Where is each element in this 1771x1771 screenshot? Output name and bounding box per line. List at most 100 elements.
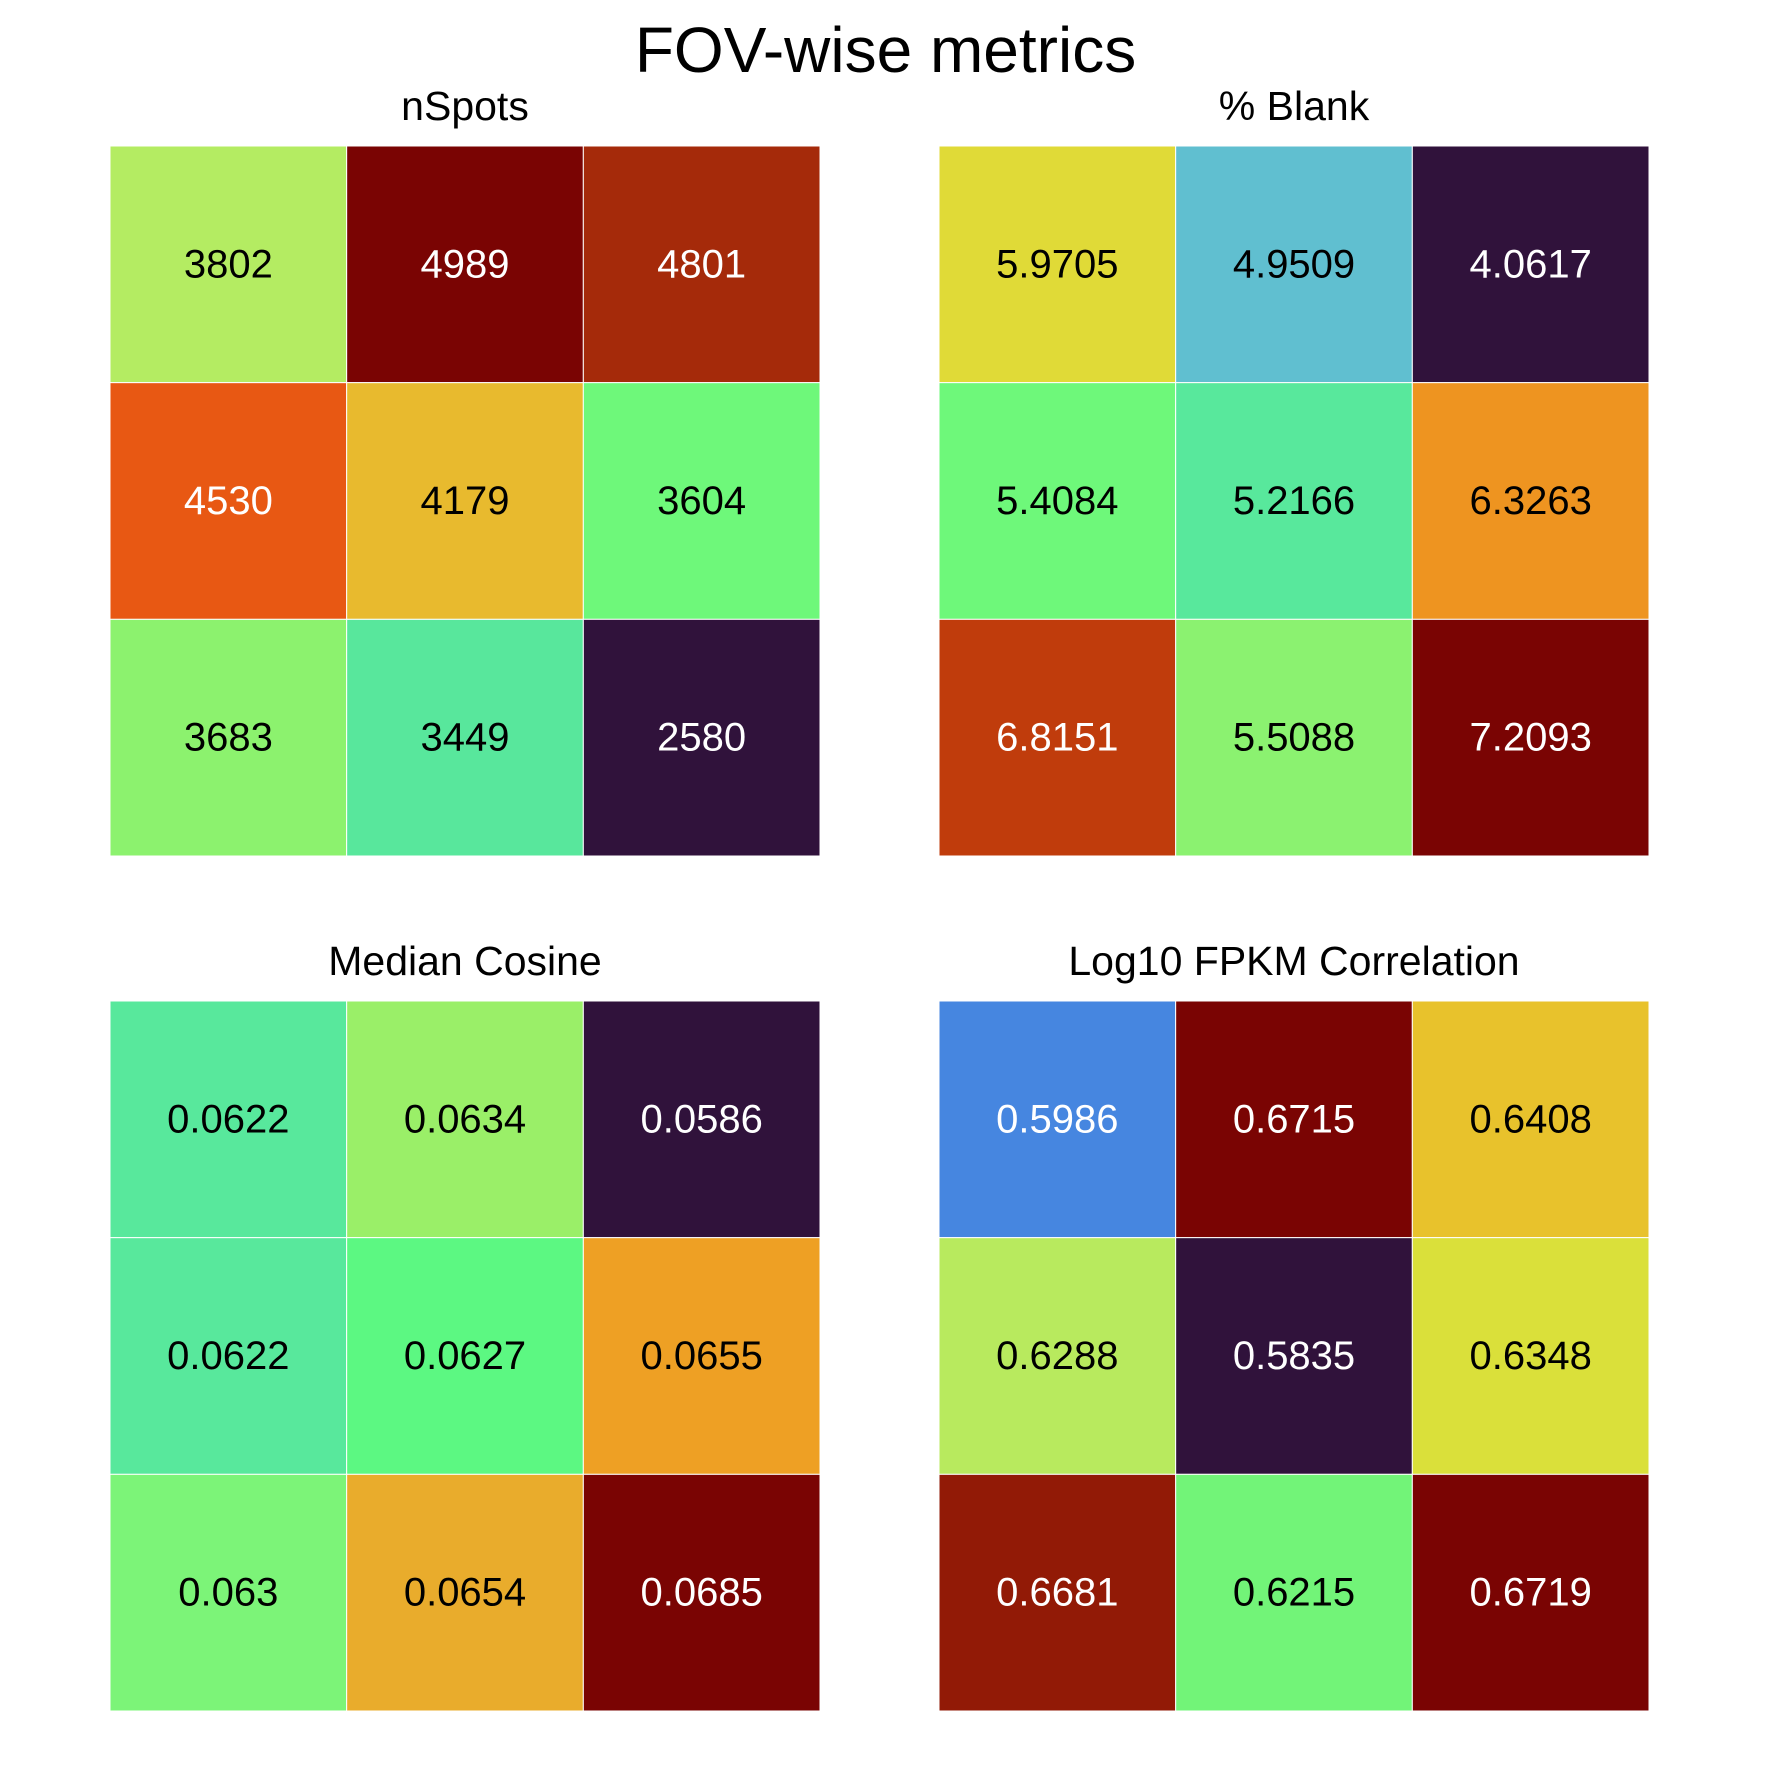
heatmap-cell-rect <box>938 1473 1177 1712</box>
heatmap-cell-rect <box>1175 618 1413 857</box>
heatmap-cell: 4801 <box>582 145 821 384</box>
heatmap-cell: 0.063 <box>109 1473 348 1712</box>
heatmap-cell-label: 0.0655 <box>640 1334 762 1378</box>
heatmap-cell: 4.9509 <box>1175 145 1413 384</box>
heatmap-cell: 3683 <box>109 618 348 857</box>
heatmap-cell-rect <box>938 382 1177 620</box>
heatmap-cell-rect <box>109 145 348 384</box>
heatmap-cell: 0.0622 <box>109 1237 348 1475</box>
heatmap-cell-label: 0.6288 <box>996 1334 1118 1378</box>
heatmap-cell-rect <box>1411 382 1650 620</box>
panel-title-percent-blank: % Blank <box>1218 83 1370 129</box>
heatmap-cell-label: 3449 <box>421 716 510 760</box>
heatmap-cell: 3449 <box>346 618 584 857</box>
heatmap-cell-label: 2580 <box>657 716 746 760</box>
heatmap-cell-rect <box>346 1000 584 1239</box>
heatmap-cell-label: 0.6715 <box>1233 1097 1355 1141</box>
heatmap-cell-rect <box>938 145 1177 384</box>
heatmap-cell-label: 5.2166 <box>1233 479 1355 523</box>
heatmap-cell-label: 4530 <box>184 479 273 523</box>
heatmap-cell-rect <box>582 618 821 857</box>
heatmap-cell-rect <box>1411 1237 1650 1475</box>
heatmap-cell-rect <box>582 1473 821 1712</box>
heatmap-cell: 0.0655 <box>582 1237 821 1475</box>
heatmap-cell: 0.5835 <box>1175 1237 1413 1475</box>
heatmap-cell: 0.6408 <box>1411 1000 1650 1239</box>
heatmap-cell: 0.0586 <box>582 1000 821 1239</box>
heatmap-cell: 6.3263 <box>1411 382 1650 620</box>
heatmap-cell: 0.6215 <box>1175 1473 1413 1712</box>
heatmap-cell-label: 5.5088 <box>1233 716 1355 760</box>
panel-title-median-cosine: Median Cosine <box>328 938 602 984</box>
heatmap-cell-label: 0.6719 <box>1469 1571 1591 1615</box>
heatmap-cell-label: 0.0586 <box>640 1097 762 1141</box>
heatmap-cell-label: 3683 <box>184 716 273 760</box>
heatmap-cell: 0.0627 <box>346 1237 584 1475</box>
heatmap-cell: 0.0622 <box>109 1000 348 1239</box>
panel-percent-blank: % Blank 5.9705 4.9509 4.0617 5.4084 5.2166 6.… <box>938 83 1650 906</box>
heatmap-cell-rect <box>938 618 1177 857</box>
heatmap-cell-rect <box>346 618 584 857</box>
heatmap-cell: 0.6288 <box>938 1237 1177 1475</box>
heatmap-cell-rect <box>346 1237 584 1475</box>
heatmap-cell: 5.5088 <box>1175 618 1413 857</box>
heatmap-cell-rect <box>1411 618 1650 857</box>
heatmap-cell: 6.8151 <box>938 618 1177 857</box>
heatmap-cell-label: 0.6681 <box>996 1571 1118 1615</box>
heatmap-cell-rect <box>109 1473 348 1712</box>
heatmap-cell-rect <box>346 382 584 620</box>
heatmap-cell-label: 5.9705 <box>996 242 1118 286</box>
heatmap-cell-label: 4.9509 <box>1233 242 1355 286</box>
heatmap-cell-label: 0.0634 <box>404 1097 526 1141</box>
heatmap-cell: 0.6681 <box>938 1473 1177 1712</box>
heatmap-cell-label: 0.5986 <box>996 1097 1118 1141</box>
heatmap-cell-label: 0.6215 <box>1233 1571 1355 1615</box>
heatmap-cell: 4.0617 <box>1411 145 1650 384</box>
heatmap-cell-label: 4179 <box>421 479 510 523</box>
heatmap-cell: 0.0634 <box>346 1000 584 1239</box>
heatmap-cell-rect <box>1411 1000 1650 1239</box>
heatmap-cell-label: 3802 <box>184 242 273 286</box>
heatmap-cell-label: 6.3263 <box>1469 479 1591 523</box>
heatmap-cell-label: 0.6348 <box>1469 1334 1591 1378</box>
heatmap-cell-label: 6.8151 <box>996 716 1118 760</box>
heatmap-cell-rect <box>109 618 348 857</box>
heatmap-cell: 5.9705 <box>938 145 1177 384</box>
heatmap-cell-label: 4.0617 <box>1469 242 1591 286</box>
heatmap-cell: 0.6348 <box>1411 1237 1650 1475</box>
heatmap-cell-label: 0.0622 <box>167 1097 289 1141</box>
heatmap-cell: 3604 <box>582 382 821 620</box>
heatmap-cell-label: 5.4084 <box>996 479 1118 523</box>
heatmap-cell-label: 0.0654 <box>404 1571 526 1615</box>
heatmap-cell-rect <box>109 1000 348 1239</box>
heatmap-cell: 5.2166 <box>1175 382 1413 620</box>
heatmap-cell: 0.0685 <box>582 1473 821 1712</box>
heatmap-cell-rect <box>582 1237 821 1475</box>
panel-median-cosine: Median Cosine 0.0622 0.0634 0.0586 0.0622 0.… <box>109 938 821 1761</box>
heatmap-cell-label: 0.0685 <box>640 1571 762 1615</box>
heatmap-cell-rect <box>346 145 584 384</box>
heatmap-cell-label: 3604 <box>657 479 746 523</box>
heatmap-cell-rect <box>938 1237 1177 1475</box>
heatmap-cell: 0.6719 <box>1411 1473 1650 1712</box>
heatmap-cell-rect <box>582 145 821 384</box>
heatmap-cell-label: 0.0622 <box>167 1334 289 1378</box>
figure-title: FOV-wise metrics <box>634 14 1137 86</box>
heatmap-cell: 4179 <box>346 382 584 620</box>
heatmap-cell-rect <box>346 1473 584 1712</box>
heatmap-cell-label: 4989 <box>421 242 510 286</box>
panel-title-nspots: nSpots <box>401 83 529 129</box>
heatmap-nspots: 3802 4989 4801 4530 4179 3604 3683 3449 2580 <box>109 145 821 857</box>
heatmap-cell-rect <box>1175 382 1413 620</box>
heatmap-percent-blank: 5.9705 4.9509 4.0617 5.4084 5.2166 6.3263 6.81… <box>938 145 1650 857</box>
heatmap-cell: 7.2093 <box>1411 618 1650 857</box>
heatmap-cell-rect <box>938 1000 1177 1239</box>
heatmap-cell-label: 0.6408 <box>1469 1097 1591 1141</box>
heatmap-cell-rect <box>109 1237 348 1475</box>
heatmap-cell: 4989 <box>346 145 584 384</box>
heatmap-log10-fpkm-correlation: 0.5986 0.6715 0.6408 0.6288 0.5835 0.6348 0.66… <box>938 1000 1650 1712</box>
heatmap-cell-rect <box>109 382 348 620</box>
heatmap-median-cosine: 0.0622 0.0634 0.0586 0.0622 0.0627 0.0655 0.06… <box>109 1000 821 1712</box>
heatmap-cell: 0.0654 <box>346 1473 584 1712</box>
heatmap-cell-rect <box>582 382 821 620</box>
